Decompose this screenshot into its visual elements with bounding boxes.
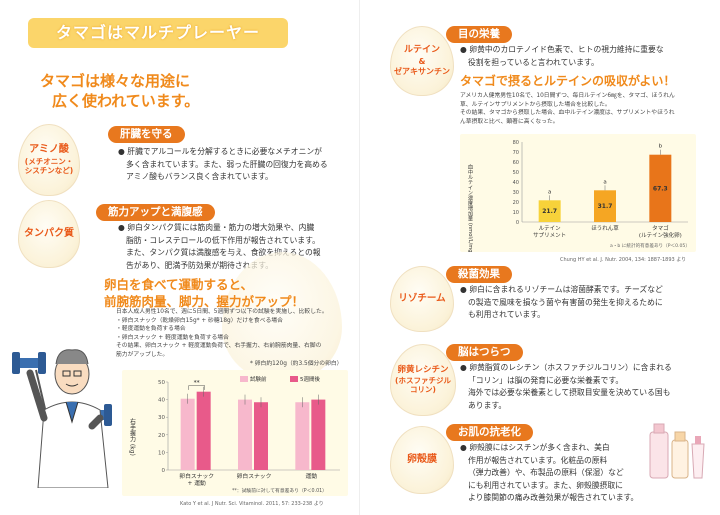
- study-title-line-1: 卵白を食べて運動すると、: [104, 277, 254, 292]
- section-pill-skin: お肌の抗老化: [446, 424, 533, 441]
- bar-1: [594, 190, 616, 222]
- x-tick-label: (ルテイン強化卵): [639, 231, 682, 239]
- headline-line-2: 広く使われています。: [52, 92, 200, 110]
- section-pill-antibacterial: 殺菌効果: [446, 266, 512, 283]
- legend-swatch: [290, 376, 298, 382]
- egg-label-amino-acid: アミノ酸 (メチオニン・ シスチンなど): [18, 124, 80, 196]
- bar-0: [538, 200, 561, 222]
- lutein-chart-svg: 0 10 20 30 40 50 60 70 80 血中ルテイン濃度増加量 (nmol/L/mg投…: [467, 140, 688, 270]
- significance-marker: **: [194, 380, 200, 387]
- x-tick-label: + 運動: [188, 479, 206, 487]
- significance-letter: b: [659, 144, 663, 150]
- bar-試験前-2: [295, 402, 310, 470]
- bar-5週間後-1: [254, 402, 268, 470]
- y-tick-label: 40: [158, 398, 165, 404]
- section-text-liver: ● 肝臓でアルコールを分解するときに必要なメチオニンが 多く含まれています。また…: [118, 147, 328, 181]
- cosmetic-bottles-icon: [649, 423, 705, 479]
- legend-label: 試験前: [250, 375, 267, 383]
- x-tick-label: ルテイン: [539, 225, 562, 232]
- x-tick-label: タマゴ: [652, 224, 669, 232]
- page-divider: [359, 0, 360, 515]
- bar-5週間後-0: [196, 391, 211, 470]
- section-text-skin: ● 卵殻膜にはシスチンが多く含まれ、美白 作用が報告されています。化粧品の原料 …: [460, 443, 639, 502]
- lutein-title: タマゴで摂るとルテインの吸収がよい！: [460, 74, 676, 88]
- y-tick-label: 30: [513, 190, 519, 196]
- section-text-eye: ● 卵黄中のカロテノイド色素で、ヒトの視力維持に重要な 役割を担っていると言われ…: [460, 45, 664, 67]
- right-page: ルテイン & ゼアキサンチン 目の栄養 ● 卵黄中のカロテノイド色素で、ヒトの視力維…: [360, 0, 720, 515]
- section-pill-brain: 脳はつらつ: [446, 344, 523, 361]
- y-tick-label: 60: [513, 160, 519, 166]
- section-text-brain: ● 卵黄脂質のレシチン（ホスファチジルコリン）に含まれる 「コリン」は脳の発育に…: [460, 363, 672, 410]
- legend-label: 5週間後: [300, 375, 320, 383]
- bar-value-label: 21.7: [542, 208, 557, 215]
- section-pill-muscle: 筋力アップと満腹感: [96, 204, 215, 221]
- y-tick-label: 0: [162, 468, 166, 474]
- x-tick-label: 卵白スナック: [237, 472, 272, 480]
- study-title-line-2: 前腕筋肉量、脚力、握力がアップ！: [104, 294, 305, 309]
- left-page: タマゴはマルチプレーヤー タマゴは様々な用途に 広く使われています。 アミノ酸(…: [12, 18, 348, 507]
- section-text-antibacterial: ● 卵白に含まれるリゾチームは溶菌酵素です。チーズなど の製造で風味を損なう菌や…: [460, 285, 663, 319]
- x-tick-label: ほうれん草: [591, 224, 619, 232]
- section-pill-eye: 目の栄養: [446, 26, 512, 43]
- bar-試験前-1: [238, 399, 252, 470]
- lutein-chart: 0 10 20 30 40 50 60 70 80 血中ルテイン濃度増加量 (nmol/L/mg投…: [460, 134, 696, 270]
- lutein-description: アメリカ人健常男性10名で、10日間ずつ、毎日ルテイン6㎎を、タマゴ、ほうれん …: [460, 93, 675, 125]
- legend-swatch: [240, 376, 248, 382]
- y-tick-label: 80: [513, 140, 519, 146]
- egg-label-lutein: ルテイン & ゼアキサンチン: [390, 26, 454, 96]
- bar-value-label: 31.7: [598, 203, 613, 210]
- y-tick-label: 70: [513, 150, 519, 156]
- y-tick-label: 0: [516, 220, 519, 226]
- grip-strength-chart: 0 10 20 30 40 50 右手握力 (kg) 卵白スナック + 運動 卵白スナック 運動 試験…: [122, 370, 348, 496]
- study-note: * 卵白約120g（約3.5個分の卵白）: [250, 361, 343, 367]
- y-axis-label: 血中ルテイン濃度増加量 (nmol/L/mg投与量): [467, 163, 473, 252]
- significance-bracket: [188, 385, 205, 390]
- y-tick-label: 20: [513, 200, 519, 206]
- y-tick-label: 50: [513, 170, 519, 176]
- y-tick-label: 10: [158, 450, 165, 456]
- page-title-banner: タマゴはマルチプレーヤー: [28, 18, 288, 48]
- bar-2: [649, 154, 672, 222]
- section-pill-liver: 肝臓を守る: [108, 126, 185, 143]
- study-description: 日本人成人男性10名で、週に5日間、5週間ずつ以下の試験を実施し、比較した。 ・…: [116, 309, 328, 358]
- y-axis-label: 右手握力 (kg): [129, 417, 136, 456]
- y-tick-label: 30: [158, 415, 165, 421]
- y-tick-label: 20: [158, 433, 165, 439]
- egg-label-lysozyme: リゾチーム: [390, 266, 454, 332]
- y-tick-label: 50: [158, 380, 165, 386]
- section-text-muscle: ● 卵白タンパク質には筋肉量・筋力の増大効果や、内臓 脂肪・コレステロールの低下…: [118, 223, 321, 270]
- y-tick-label: 40: [513, 180, 519, 186]
- chart2-citation: Chung HY et al. J. Nutr. 2004, 134: 1887…: [560, 257, 687, 263]
- significance-letter: a: [548, 189, 551, 195]
- x-tick-label: 運動: [306, 472, 318, 480]
- y-tick-label: 10: [513, 210, 519, 216]
- bar-value-label: 67.3: [653, 185, 668, 192]
- headline-line-1: タマゴは様々な用途に: [40, 72, 191, 90]
- egg-label-lecithin: 卵黄レシチン (ホスファチジル コリン): [390, 344, 456, 416]
- egg-label-membrane: 卵殻膜: [390, 426, 454, 494]
- chart1-footnote: **：試験前に対して有意差あり（P＜0.01）: [232, 487, 327, 494]
- egg-label-protein: タンパク質: [18, 200, 80, 268]
- bar-試験前-0: [180, 398, 195, 470]
- x-tick-label: 卵白スナック: [179, 472, 214, 480]
- scientist-illustration-icon: [12, 349, 112, 488]
- x-tick-label: サプリメント: [533, 232, 566, 239]
- significance-letter: a: [603, 179, 606, 185]
- lutein-chart-note: a・b に統計的有意差あり（P＜0.05）: [610, 244, 690, 249]
- bar-5週間後-2: [311, 399, 326, 470]
- decorative-egg: [222, 252, 342, 382]
- chart1-citation: Kato Y et al. J Nutr. Sci. Vitaminol. 20…: [180, 501, 324, 507]
